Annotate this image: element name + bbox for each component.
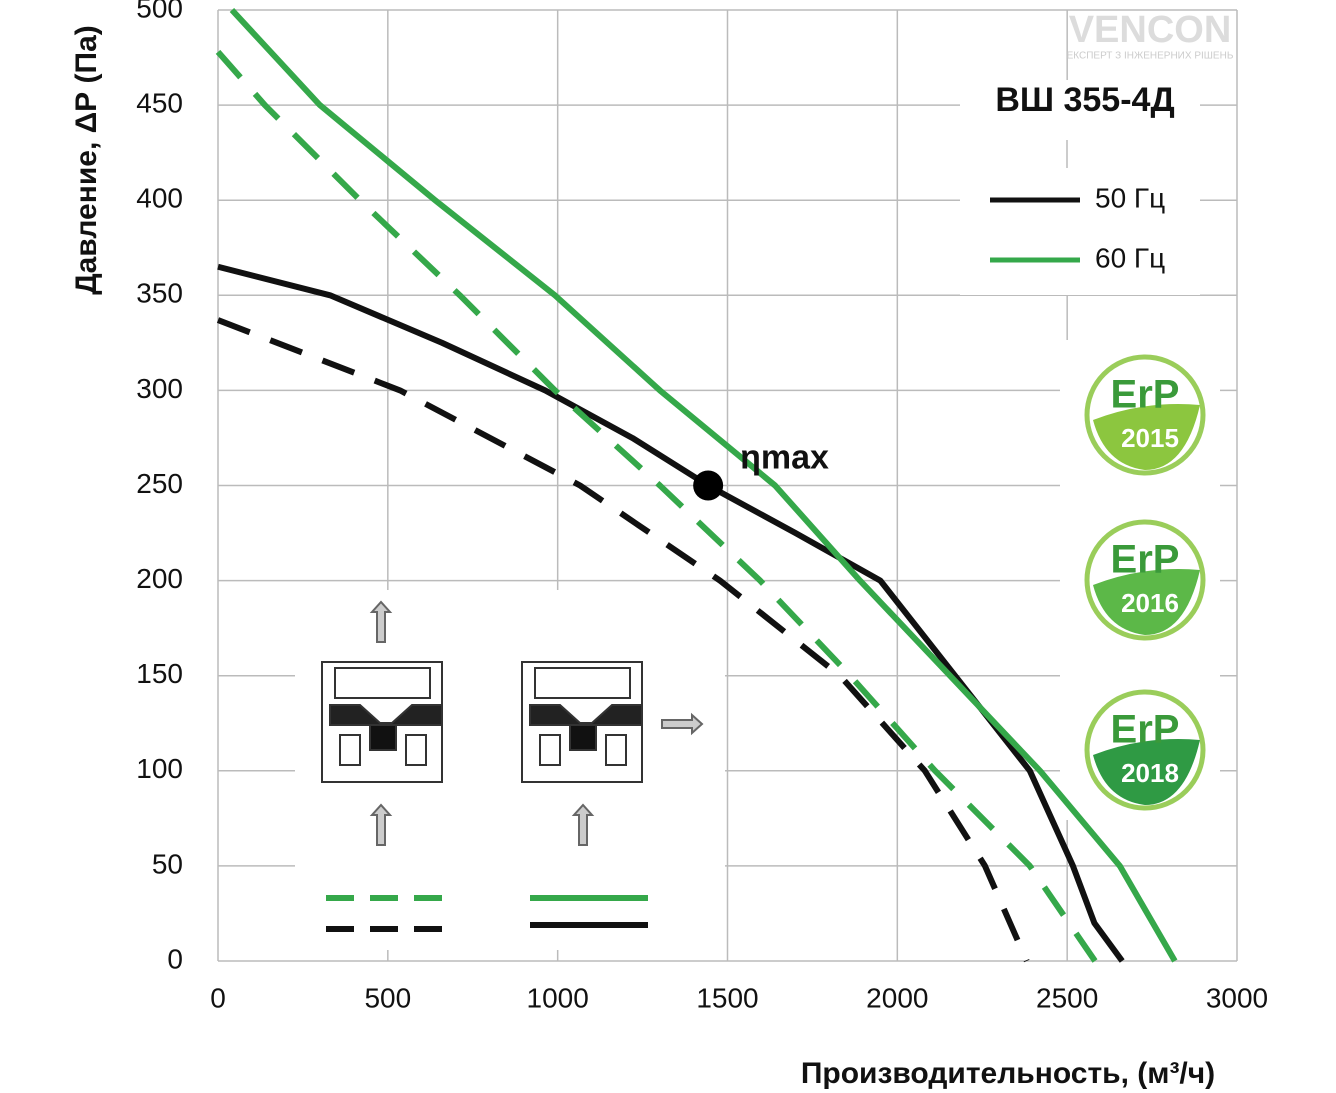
- style-key-backdrop: [300, 880, 670, 950]
- badge-year: 2015: [1121, 423, 1179, 453]
- x-tick-label: 0: [210, 982, 226, 1013]
- legend: 50 Гц 60 Гц: [990, 140, 1165, 273]
- badge-leaf: [1093, 404, 1200, 470]
- y-tick-label: 300: [136, 373, 183, 404]
- badge-leaf: [1093, 569, 1200, 635]
- logo-tagline: ЕКСПЕРТ З ІНЖЕНЕРНИХ РІШЕНЬ: [1067, 51, 1234, 62]
- diagram-backdrop: [295, 590, 725, 880]
- legend-label: 60 Гц: [1095, 242, 1165, 273]
- annotation-label: ηmax: [740, 438, 829, 476]
- legend-label: 50 Гц: [1095, 182, 1165, 213]
- x-axis-label: Производительность, (м³/ч): [801, 1057, 1215, 1090]
- y-axis-label: Давление, ΔР (Па): [70, 25, 103, 295]
- y-tick-label: 200: [136, 563, 183, 594]
- curves: [215, 7, 1178, 963]
- badge-year: 2016: [1121, 588, 1179, 618]
- chart-title: ВШ 355-4Д: [995, 81, 1174, 119]
- y-tick-label: 0: [167, 943, 183, 974]
- y-tick-label: 400: [136, 183, 183, 214]
- y-tick-label: 100: [136, 753, 183, 784]
- fan-diagram: [321, 600, 704, 846]
- annotation-point: [693, 470, 724, 501]
- style-key: [326, 895, 648, 932]
- x-tick-label: 2500: [1036, 982, 1098, 1013]
- badge-year: 2018: [1121, 758, 1179, 788]
- y-tick-label: 150: [136, 658, 183, 689]
- y-tick-label: 350: [136, 278, 183, 309]
- badge-leaf: [1093, 739, 1200, 805]
- y-tick-label: 250: [136, 468, 183, 499]
- y-tick-label: 50: [152, 848, 183, 879]
- y-tick-label: 500: [136, 0, 183, 23]
- badge-label: ErP: [1111, 373, 1180, 417]
- x-tick-label: 500: [364, 982, 411, 1013]
- y-tick-label: 450: [136, 87, 183, 118]
- line-series: [229, 7, 1178, 963]
- badge-label: ErP: [1111, 538, 1180, 582]
- line-series: [215, 49, 1098, 963]
- badges: ErP 2015 ErP 2016 ErP 2018: [1084, 354, 1206, 811]
- line-series: [217, 263, 1125, 963]
- annotation-backdrop: [735, 432, 850, 482]
- x-tick-label: 2000: [866, 982, 928, 1013]
- logo: VENCON: [1069, 9, 1232, 51]
- x-tick-label: 1000: [527, 982, 589, 1013]
- line-series: [216, 317, 1030, 963]
- badge-label: ErP: [1111, 708, 1180, 752]
- x-tick-label: 1500: [696, 982, 758, 1013]
- x-tick-label: 3000: [1206, 982, 1268, 1013]
